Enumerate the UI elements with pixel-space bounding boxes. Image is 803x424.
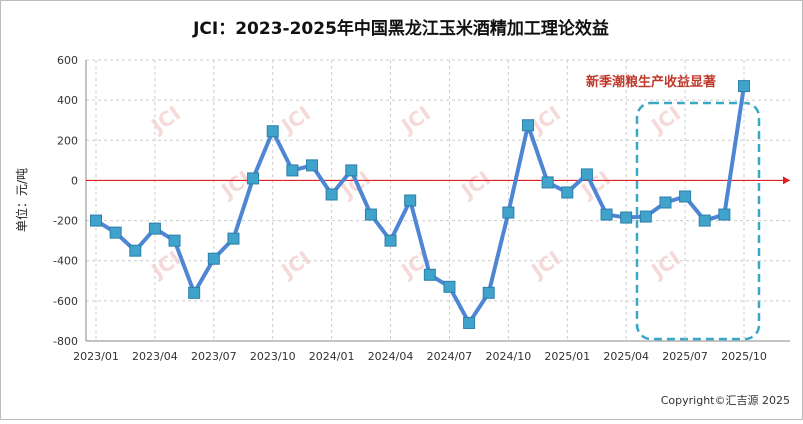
- point: [168, 234, 181, 247]
- x-tick-label: 2024/07: [427, 350, 473, 363]
- y-axis-label: 单位：元/吨: [14, 168, 29, 232]
- point: [482, 286, 495, 299]
- point: [443, 280, 456, 293]
- point: [738, 80, 750, 93]
- y-tick-label: -200: [53, 215, 78, 228]
- x-tick-label: 2023/01: [73, 350, 119, 363]
- y-tick-label: 200: [57, 134, 78, 147]
- point: [679, 190, 692, 203]
- y-tick-label: 400: [57, 94, 78, 107]
- chart-title: JCI：2023-2025年中国黑龙江玉米酒精加工理论效益: [192, 18, 609, 39]
- x-tick-label: 2023/07: [191, 350, 237, 363]
- x-tick-label: 2024/01: [309, 350, 355, 363]
- point: [639, 210, 652, 223]
- point: [247, 172, 260, 185]
- x-tick-label: 2025/07: [662, 350, 708, 363]
- point: [364, 208, 377, 221]
- x-tick-label: 2025/01: [544, 350, 590, 363]
- point: [522, 119, 534, 132]
- point: [306, 159, 318, 172]
- y-tick-label: -600: [53, 295, 78, 308]
- point: [148, 222, 161, 235]
- x-tick-label: 2023/10: [250, 350, 296, 363]
- point: [561, 186, 574, 199]
- zero-arrow: [783, 176, 790, 185]
- x-tick-label: 2025/04: [603, 350, 649, 363]
- point: [286, 164, 299, 177]
- point: [129, 244, 142, 257]
- point: [698, 214, 711, 227]
- copyright: Copyright©汇吉源 2025: [661, 393, 790, 407]
- point: [109, 226, 122, 239]
- y-tick-label: 0: [71, 174, 78, 187]
- point: [423, 268, 436, 281]
- point: [463, 316, 476, 329]
- x-tick-label: 2025/10: [721, 350, 767, 363]
- y-tick-label: -800: [53, 335, 78, 348]
- point: [620, 211, 633, 224]
- y-tick-label: -400: [53, 255, 78, 268]
- point: [345, 164, 358, 177]
- point: [90, 214, 102, 227]
- point: [600, 208, 613, 221]
- point: [659, 196, 672, 209]
- point: [502, 206, 515, 219]
- x-tick-label: 2024/04: [368, 350, 414, 363]
- point: [541, 176, 554, 189]
- annotation: 新季潮粮生产收益显著: [586, 74, 716, 90]
- point: [188, 286, 201, 299]
- x-tick-label: 2023/04: [132, 350, 178, 363]
- highlight-box: [635, 101, 761, 341]
- y-tick-label: 600: [57, 54, 78, 67]
- point: [227, 232, 240, 245]
- point: [266, 125, 279, 138]
- series-line: [94, 85, 746, 325]
- point: [404, 194, 417, 207]
- point: [325, 188, 338, 201]
- point: [718, 208, 731, 221]
- x-tick-label: 2024/10: [486, 350, 532, 363]
- point: [580, 168, 593, 181]
- point: [384, 234, 397, 247]
- point: [207, 252, 220, 265]
